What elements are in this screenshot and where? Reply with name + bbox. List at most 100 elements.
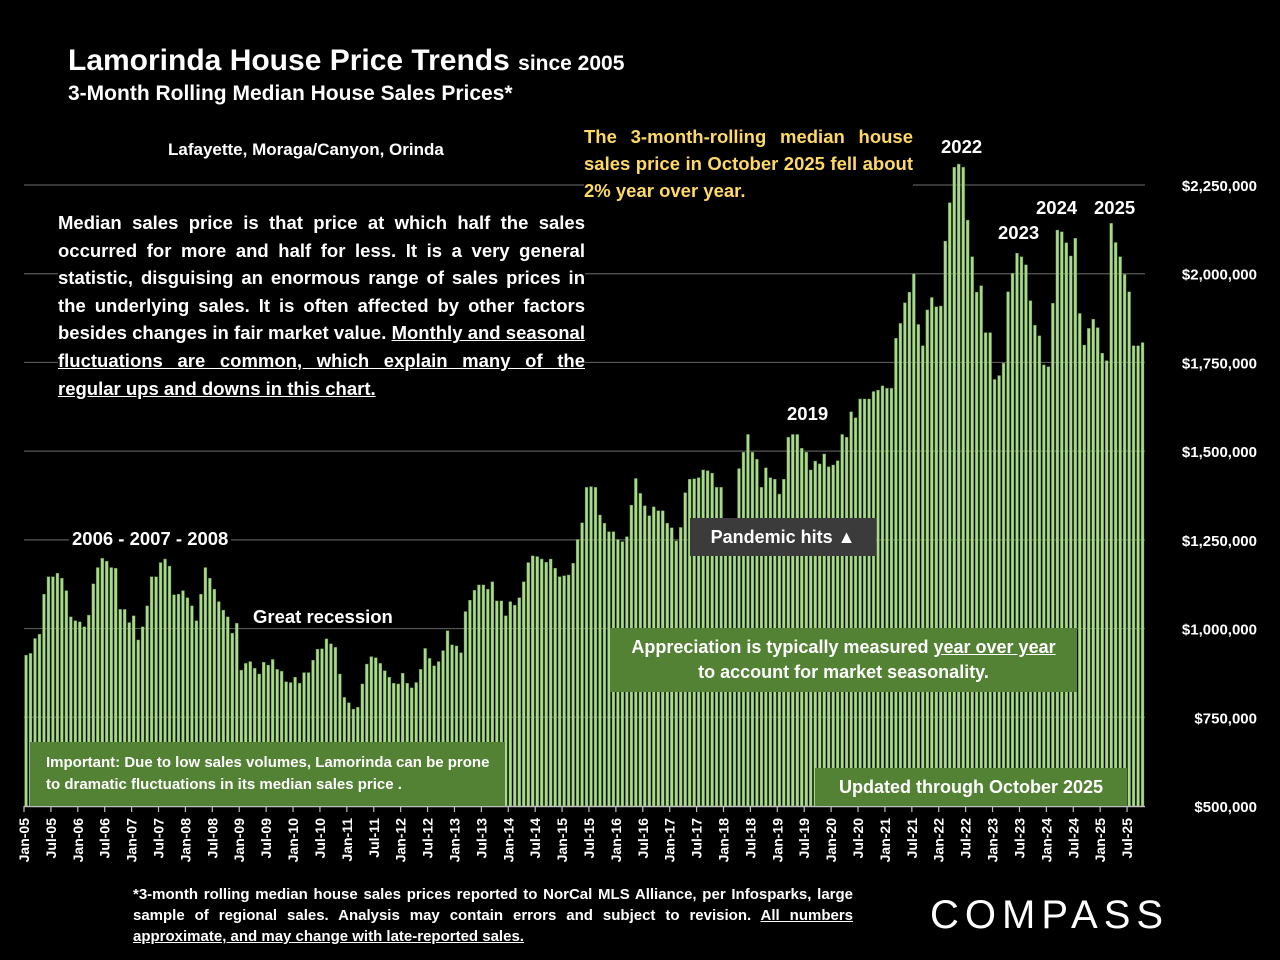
label-2024: 2024 (1033, 197, 1081, 219)
bar (1073, 238, 1077, 807)
x-tick-label: Jan-17 (662, 818, 678, 863)
bar (885, 388, 889, 807)
x-tick-label: Jul-09 (258, 818, 274, 859)
bar (1069, 255, 1073, 807)
bar (858, 398, 862, 807)
x-tick-label: Jan-09 (231, 818, 247, 863)
bar (876, 389, 880, 807)
label-2006-2008: 2006 - 2007 - 2008 (69, 528, 232, 550)
bar (983, 332, 988, 807)
page-title: Lamorinda House Price Trends since 2005 (68, 44, 625, 77)
bar (1042, 364, 1046, 807)
x-tick-label: Jul-22 (958, 818, 974, 859)
x-tick-label: Jan-23 (985, 818, 1001, 863)
bar (961, 167, 965, 807)
x-tick-label: Jul-19 (796, 818, 812, 859)
x-tick-label: Jan-19 (769, 818, 785, 863)
bar (853, 417, 858, 807)
important-note: Important: Due to low sales volumes, Lam… (30, 742, 505, 806)
bar (1024, 264, 1028, 807)
bar (1131, 345, 1136, 807)
y-tick-label: $1,750,000 (1182, 355, 1257, 372)
bar (1064, 242, 1068, 807)
bar (970, 256, 974, 807)
bar (557, 576, 562, 807)
bar (1105, 360, 1109, 807)
x-tick-label: Jul-24 (1065, 818, 1081, 859)
x-tick-label: Jan-25 (1092, 818, 1108, 863)
x-tick-label: Jul-08 (204, 818, 220, 859)
bar (992, 379, 997, 807)
updated-badge: Updated through October 2025 (815, 768, 1127, 806)
pandemic-callout: Pandemic hits ▲ (690, 518, 876, 556)
bar (921, 345, 925, 807)
x-tick-label: Jul-06 (97, 818, 113, 859)
bar (593, 487, 598, 807)
title-suffix: since 2005 (518, 52, 625, 75)
bar (1091, 318, 1095, 807)
yoy-note: The 3-month-rolling median house sales p… (584, 123, 913, 204)
bar (1118, 256, 1122, 807)
bar (939, 305, 943, 807)
bar (24, 654, 28, 807)
bar (1109, 223, 1113, 807)
x-tick-label: Jan-10 (285, 818, 301, 863)
median-explanation: Median sales price is that price at whic… (58, 209, 585, 403)
x-tick-label: Jan-07 (124, 818, 140, 863)
bar (1140, 342, 1145, 807)
bar (849, 411, 853, 807)
bar (1100, 353, 1104, 807)
bar (1033, 324, 1037, 807)
label-2019: 2019 (784, 403, 832, 425)
x-tick-label: Jan-24 (1038, 818, 1054, 863)
bar (1019, 256, 1024, 807)
bar (1001, 362, 1006, 807)
label-great-recession: Great recession (250, 606, 396, 628)
y-tick-label: $1,500,000 (1182, 444, 1257, 461)
bar (549, 558, 553, 807)
bar (1096, 327, 1100, 807)
bar (544, 562, 548, 807)
bar (1060, 231, 1064, 807)
region-label: Lafayette, Moraga/Canyon, Orinda (168, 140, 444, 159)
bar (871, 391, 876, 807)
x-tick-label: Jul-14 (527, 818, 543, 859)
bar (912, 273, 916, 807)
label-2025: 2025 (1091, 197, 1139, 219)
y-tick-label: $2,000,000 (1182, 267, 1257, 284)
bar (598, 514, 602, 807)
bar (589, 486, 593, 807)
x-tick-label: Jul-11 (366, 818, 382, 858)
seasonal-note: Monthly and seasonal fluctuations are co… (58, 322, 585, 399)
x-tick-label: Jan-15 (554, 818, 570, 863)
bar (1087, 328, 1091, 807)
bar (571, 563, 575, 807)
bar (862, 398, 867, 807)
bar (903, 302, 907, 807)
bar (1037, 335, 1042, 807)
x-tick-label: Jan-12 (393, 818, 409, 863)
x-tick-label: Jul-12 (420, 818, 436, 859)
x-tick-label: Jul-15 (581, 818, 597, 859)
bar (894, 338, 898, 807)
bar (746, 434, 750, 807)
bar (1006, 291, 1010, 807)
x-tick-label: Jan-20 (823, 818, 839, 863)
x-tick-label: Jul-05 (43, 818, 59, 859)
bar (602, 522, 607, 807)
x-tick-label: Jan-21 (877, 818, 893, 863)
y-axis-labels: $500,000 $750,000 $1,000,000 $1,250,000 $1,5… (1182, 178, 1257, 816)
label-2023: 2023 (995, 222, 1043, 244)
bar (948, 202, 952, 807)
x-tick-label: Jan-22 (931, 818, 947, 863)
bar (584, 487, 589, 807)
bar (553, 568, 557, 807)
bar (1010, 273, 1015, 807)
bar (898, 323, 903, 807)
x-tick-label: Jan-13 (446, 818, 462, 863)
x-tick-label: Jan-05 (16, 818, 32, 863)
bar (1082, 344, 1086, 807)
bar (1078, 313, 1082, 807)
bar (566, 574, 571, 807)
